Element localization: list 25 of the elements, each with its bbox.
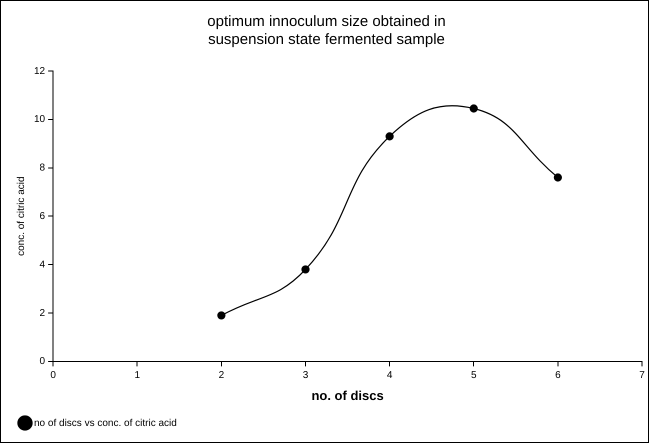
point — [386, 132, 394, 140]
x-tick-label: 1 — [134, 370, 140, 382]
y-tick-label: 12 — [34, 66, 46, 77]
y-tick-label: 10 — [34, 114, 46, 126]
y-tick-label: 2 — [40, 308, 46, 319]
y-tick-label: 6 — [40, 210, 46, 222]
point — [217, 311, 226, 320]
x-tick-label: 0 — [50, 370, 56, 382]
x-tick-label: 6 — [555, 370, 562, 382]
x-tick-label: 5 — [470, 370, 477, 382]
text: optimum innoculum size obtained in — [207, 13, 446, 30]
legend-label: no of discs vs conc. of citric acid — [34, 418, 177, 429]
text: suspension state fermented sample — [208, 31, 445, 48]
point — [554, 173, 562, 182]
x-tick-label: 7 — [639, 370, 646, 382]
x-tick-label: 3 — [302, 370, 309, 382]
y-axis-title: conc. of citric acid — [16, 176, 27, 256]
point — [301, 265, 310, 274]
y-tick-label: 0 — [40, 356, 46, 368]
y-tick-label: 8 — [40, 162, 46, 174]
y-tick-label: 4 — [40, 259, 46, 270]
x-tick-label: 2 — [218, 370, 225, 382]
x-axis-title: no. of discs — [311, 388, 384, 403]
point — [470, 104, 478, 113]
x-tick-label: 4 — [386, 370, 393, 382]
